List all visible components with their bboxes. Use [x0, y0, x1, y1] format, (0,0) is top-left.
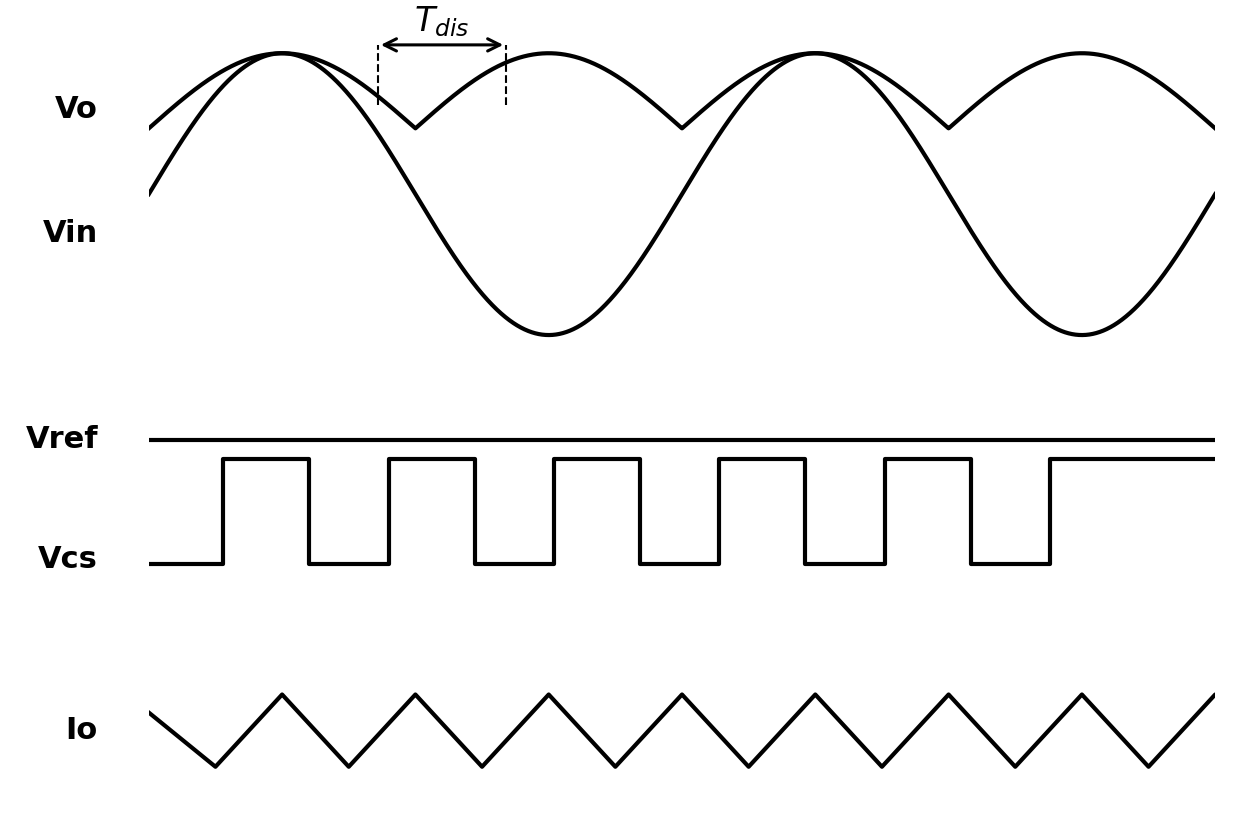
Text: Vin: Vin	[42, 220, 98, 248]
Text: Io: Io	[66, 716, 98, 745]
Text: Vo: Vo	[55, 95, 98, 124]
Text: $T_{dis}$: $T_{dis}$	[414, 4, 470, 38]
Text: Vcs: Vcs	[38, 544, 98, 574]
Text: Vref: Vref	[25, 425, 98, 454]
